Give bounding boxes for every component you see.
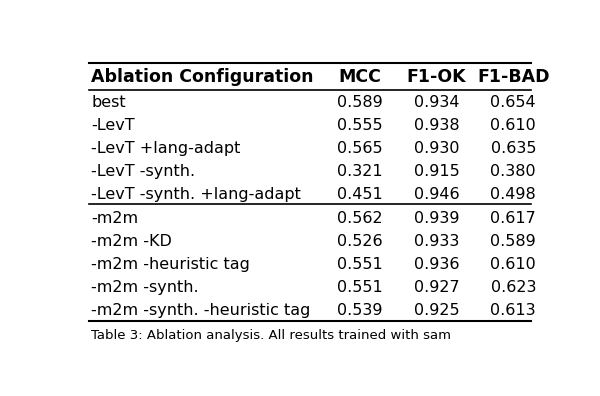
Text: -m2m -KD: -m2m -KD xyxy=(91,234,172,249)
Text: 0.321: 0.321 xyxy=(337,164,383,179)
Text: 0.451: 0.451 xyxy=(337,187,383,202)
Text: 0.498: 0.498 xyxy=(490,187,536,202)
Text: 0.526: 0.526 xyxy=(337,234,383,249)
Text: -LevT: -LevT xyxy=(91,118,135,133)
Text: 0.613: 0.613 xyxy=(490,303,536,318)
Text: -m2m -synth. -heuristic tag: -m2m -synth. -heuristic tag xyxy=(91,303,311,318)
Text: Table 3: Ablation analysis. All results trained with sam: Table 3: Ablation analysis. All results … xyxy=(91,329,451,342)
Text: 0.610: 0.610 xyxy=(490,118,536,133)
Text: 0.551: 0.551 xyxy=(337,257,383,272)
Text: 0.936: 0.936 xyxy=(414,257,459,272)
Text: 0.380: 0.380 xyxy=(490,164,536,179)
Text: 0.939: 0.939 xyxy=(414,211,459,226)
Text: -m2m -synth.: -m2m -synth. xyxy=(91,280,199,295)
Text: 0.654: 0.654 xyxy=(490,95,536,110)
Text: best: best xyxy=(91,95,126,110)
Text: 0.925: 0.925 xyxy=(414,303,460,318)
Text: 0.539: 0.539 xyxy=(337,303,383,318)
Text: 0.915: 0.915 xyxy=(413,164,460,179)
Text: 0.555: 0.555 xyxy=(337,118,383,133)
Text: 0.589: 0.589 xyxy=(490,234,536,249)
Text: MCC: MCC xyxy=(338,68,381,86)
Text: 0.933: 0.933 xyxy=(414,234,459,249)
Text: -m2m -heuristic tag: -m2m -heuristic tag xyxy=(91,257,250,272)
Text: 0.562: 0.562 xyxy=(337,211,383,226)
Text: 0.934: 0.934 xyxy=(414,95,459,110)
Text: F1-BAD: F1-BAD xyxy=(477,68,550,86)
Text: 0.589: 0.589 xyxy=(337,95,383,110)
Text: Ablation Configuration: Ablation Configuration xyxy=(91,68,314,86)
Text: 0.938: 0.938 xyxy=(414,118,460,133)
Text: 0.551: 0.551 xyxy=(337,280,383,295)
Text: 0.927: 0.927 xyxy=(414,280,460,295)
Text: 0.565: 0.565 xyxy=(337,141,383,156)
Text: -LevT -synth. +lang-adapt: -LevT -synth. +lang-adapt xyxy=(91,187,301,202)
Text: 0.610: 0.610 xyxy=(490,257,536,272)
Text: F1-OK: F1-OK xyxy=(407,68,466,86)
Text: 0.930: 0.930 xyxy=(414,141,459,156)
Text: 0.623: 0.623 xyxy=(491,280,536,295)
Text: -LevT +lang-adapt: -LevT +lang-adapt xyxy=(91,141,241,156)
Text: -LevT -synth.: -LevT -synth. xyxy=(91,164,196,179)
Text: 0.635: 0.635 xyxy=(491,141,536,156)
Text: 0.617: 0.617 xyxy=(490,211,536,226)
Text: 0.946: 0.946 xyxy=(414,187,460,202)
Text: -m2m: -m2m xyxy=(91,211,139,226)
